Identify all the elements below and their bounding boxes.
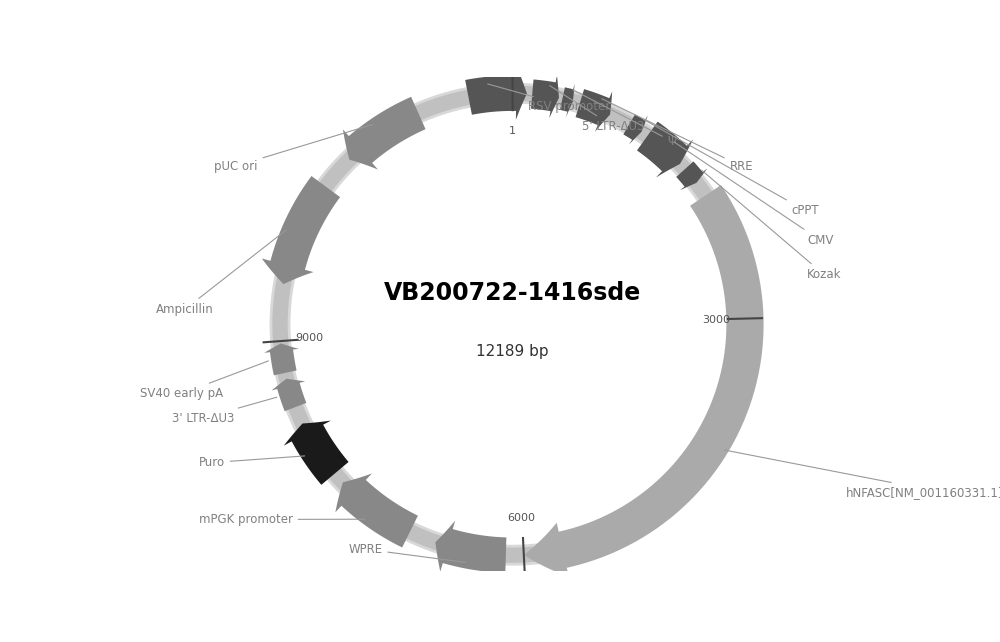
Text: RSV promoter: RSV promoter bbox=[488, 84, 610, 113]
Text: VB200722-1416sde: VB200722-1416sde bbox=[384, 281, 641, 306]
Polygon shape bbox=[623, 114, 648, 144]
Polygon shape bbox=[576, 89, 612, 132]
Polygon shape bbox=[465, 67, 527, 120]
Polygon shape bbox=[524, 185, 764, 577]
Polygon shape bbox=[272, 379, 306, 412]
Text: Ampicillin: Ampicillin bbox=[156, 230, 286, 316]
Text: pUC ori: pUC ori bbox=[214, 125, 373, 173]
Text: 5' LTR-ΔU3: 5' LTR-ΔU3 bbox=[550, 85, 645, 133]
Text: mPGK promoter: mPGK promoter bbox=[199, 513, 365, 526]
Text: cPPT: cPPT bbox=[644, 119, 819, 217]
Polygon shape bbox=[284, 421, 349, 485]
Polygon shape bbox=[335, 473, 418, 548]
Polygon shape bbox=[343, 97, 426, 169]
Text: Kozak: Kozak bbox=[702, 170, 842, 281]
Polygon shape bbox=[264, 343, 299, 376]
Polygon shape bbox=[531, 75, 559, 118]
Polygon shape bbox=[560, 83, 575, 117]
Text: hNFASC[NM_001160331.1]/EGFP: hNFASC[NM_001160331.1]/EGFP bbox=[724, 450, 1000, 499]
Text: 12189 bp: 12189 bp bbox=[476, 343, 549, 359]
Text: Puro: Puro bbox=[199, 456, 305, 469]
Text: 9000: 9000 bbox=[295, 333, 323, 343]
Polygon shape bbox=[262, 176, 340, 284]
Text: 1: 1 bbox=[509, 126, 516, 135]
Text: RRE: RRE bbox=[602, 99, 753, 173]
Polygon shape bbox=[637, 121, 693, 178]
Polygon shape bbox=[435, 521, 506, 573]
Text: CMV: CMV bbox=[674, 142, 833, 247]
Polygon shape bbox=[676, 161, 707, 190]
Text: Ψ: Ψ bbox=[573, 90, 677, 148]
Text: 6000: 6000 bbox=[508, 512, 536, 523]
Text: WPRE: WPRE bbox=[348, 542, 465, 562]
Text: 3000: 3000 bbox=[702, 315, 730, 325]
Text: 3' LTR-ΔU3: 3' LTR-ΔU3 bbox=[172, 397, 277, 424]
Text: SV40 early pA: SV40 early pA bbox=[140, 361, 268, 400]
